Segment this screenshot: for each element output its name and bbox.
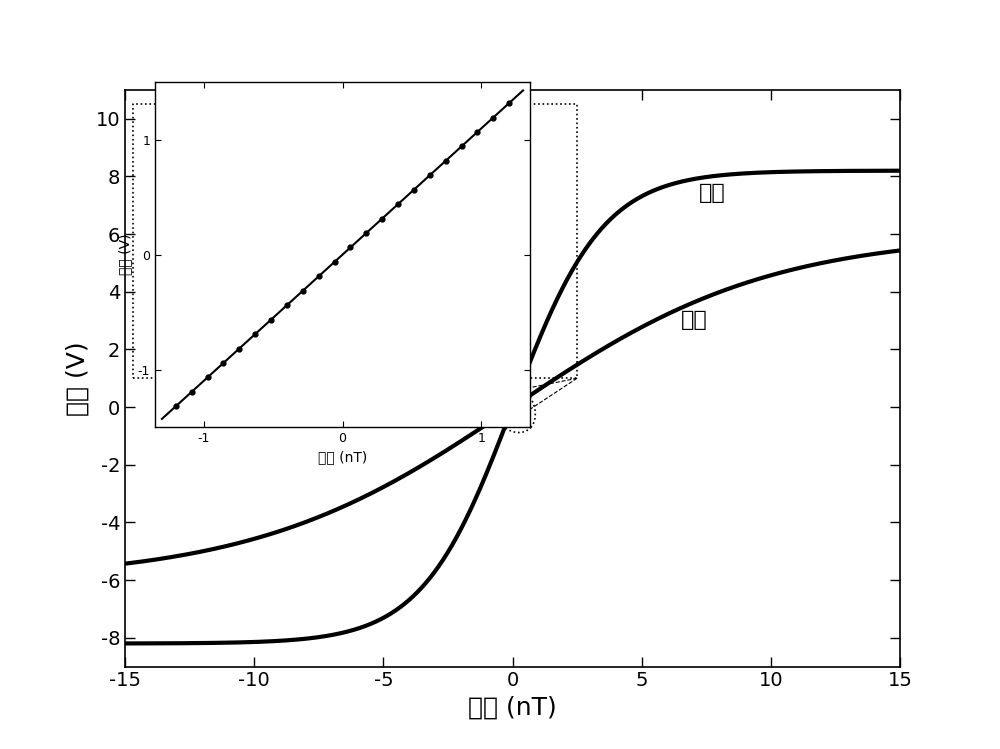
Y-axis label: 响应 (V): 响应 (V) [118, 234, 132, 276]
X-axis label: 磁场 (nT): 磁场 (nT) [318, 450, 367, 464]
X-axis label: 磁场 (nT): 磁场 (nT) [468, 696, 557, 720]
Text: 闭环: 闭环 [680, 310, 707, 330]
Y-axis label: 响应 (V): 响应 (V) [66, 341, 90, 416]
Text: 开环: 开环 [698, 184, 725, 204]
